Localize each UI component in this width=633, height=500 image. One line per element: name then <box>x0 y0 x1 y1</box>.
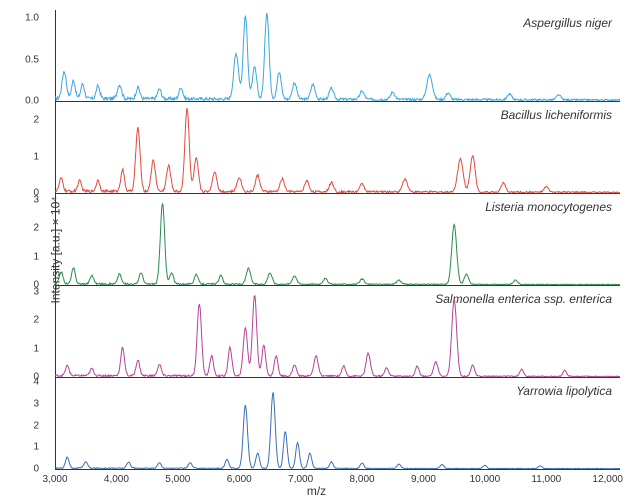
ytick-label: 3 <box>33 286 39 297</box>
ytick-label: 1 <box>33 343 39 354</box>
xtick-label: 5,000 <box>165 474 190 485</box>
spectrum-svg <box>55 194 620 285</box>
xtick-label: 9,000 <box>411 474 436 485</box>
ytick-label: 2 <box>33 420 39 431</box>
xtick-label: 3,000 <box>42 474 67 485</box>
ytick-label: 1 <box>33 442 39 453</box>
ytick-label: 0.5 <box>25 54 39 65</box>
spectrum-trace <box>55 108 620 193</box>
ytick-label: 2 <box>33 115 39 126</box>
spectrum-trace <box>55 13 620 101</box>
xtick-label: 11,000 <box>531 474 561 485</box>
xtick-label: 12,000 <box>592 474 623 485</box>
spectrum-svg <box>55 10 620 101</box>
mass-spectra-figure: Intensity [a.u.] × 10⁴ Aspergillus niger… <box>0 0 633 500</box>
spectrum-trace <box>55 203 620 285</box>
xtick-label: 4,000 <box>104 474 129 485</box>
spectrum-svg <box>55 378 620 469</box>
ytick-label: 0 <box>33 464 39 475</box>
spectrum-panel: Yarrowia lipolytica01234 <box>55 378 620 470</box>
ytick-label: 1.0 <box>25 13 39 24</box>
spectrum-trace <box>55 296 620 377</box>
ytick-label: 2 <box>33 315 39 326</box>
ytick-label: 4 <box>33 377 39 388</box>
ytick-label: 1 <box>33 251 39 262</box>
xtick-label: 8,000 <box>350 474 375 485</box>
spectrum-trace <box>55 392 620 468</box>
spectrum-panel: Aspergillus niger0.00.51.0 <box>55 10 620 102</box>
spectrum-panel: Listeria monocytogenes0123 <box>55 194 620 286</box>
xtick-label: 10,000 <box>470 474 501 485</box>
spectrum-svg <box>55 286 620 377</box>
ytick-label: 3 <box>33 399 39 410</box>
xtick-label: 6,000 <box>227 474 252 485</box>
spectrum-panel: Bacillus licheniformis012 <box>55 102 620 194</box>
ytick-label: 3 <box>33 194 39 205</box>
ytick-label: 1 <box>33 151 39 162</box>
ytick-label: 0.0 <box>25 96 39 107</box>
spectrum-svg <box>55 102 620 193</box>
xticks-container: 3,0004,0005,0006,0007,0008,0009,00010,00… <box>55 474 620 486</box>
ytick-label: 2 <box>33 223 39 234</box>
xlabel: m/z <box>307 484 326 498</box>
panels-container: Aspergillus niger0.00.51.0Bacillus liche… <box>55 10 620 470</box>
spectrum-panel: Salmonella enterica ssp. enterica0123 <box>55 286 620 378</box>
